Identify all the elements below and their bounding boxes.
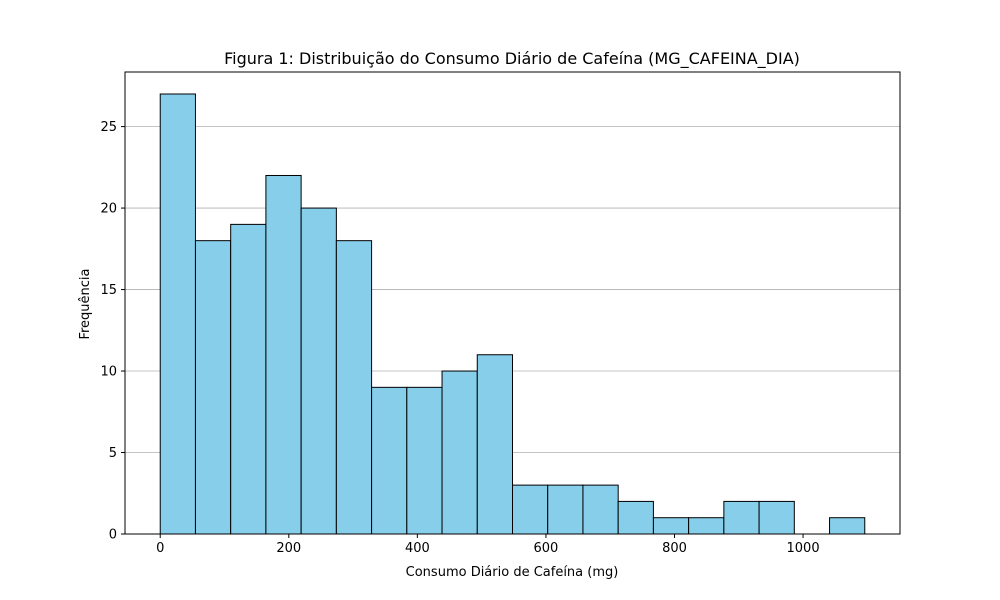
x-axis-ticks: 0 200 400 600 800 1000	[156, 534, 820, 556]
histogram-bar	[230, 223, 267, 535]
x-axis-label: Consumo Diário de Cafeína (mg)	[406, 565, 619, 580]
histogram-bar	[265, 174, 302, 535]
histogram-bars	[159, 93, 866, 535]
y-tick-label: 25	[100, 120, 117, 135]
y-axis-label: Frequência	[78, 268, 93, 339]
histogram-bar	[300, 207, 337, 535]
histogram-bar	[829, 517, 866, 535]
y-tick-label: 0	[109, 528, 117, 543]
histogram-bar	[758, 500, 795, 535]
histogram-bar	[688, 517, 725, 535]
histogram-bar	[547, 484, 584, 535]
plot-frame	[124, 71, 901, 535]
y-tick-label: 15	[100, 283, 117, 298]
histogram-bar	[406, 386, 443, 535]
histogram-bar	[159, 93, 196, 535]
histogram-bar	[582, 484, 619, 535]
y-axis-ticks: 0 5 10 15 20 25	[100, 120, 125, 543]
histogram-bar	[512, 484, 549, 535]
histogram-bar	[371, 386, 408, 535]
histogram-bar	[335, 240, 373, 535]
histogram-bar	[441, 370, 478, 535]
histogram-bar	[617, 500, 654, 535]
histogram-bar	[723, 500, 760, 535]
histogram-bar	[194, 240, 232, 535]
y-tick-label: 5	[109, 446, 117, 461]
histogram-bar	[476, 354, 514, 535]
x-tick-label: 400	[405, 541, 430, 556]
x-tick-label: 1000	[787, 541, 820, 556]
chart-title: Figura 1: Distribuição do Consumo Diário…	[224, 49, 800, 69]
x-tick-label: 800	[662, 541, 687, 556]
x-tick-label: 600	[534, 541, 559, 556]
histogram-bar	[652, 517, 690, 535]
x-tick-label: 200	[276, 541, 301, 556]
y-tick-label: 10	[100, 365, 117, 380]
x-tick-label: 0	[156, 541, 164, 556]
y-tick-label: 20	[100, 202, 117, 217]
